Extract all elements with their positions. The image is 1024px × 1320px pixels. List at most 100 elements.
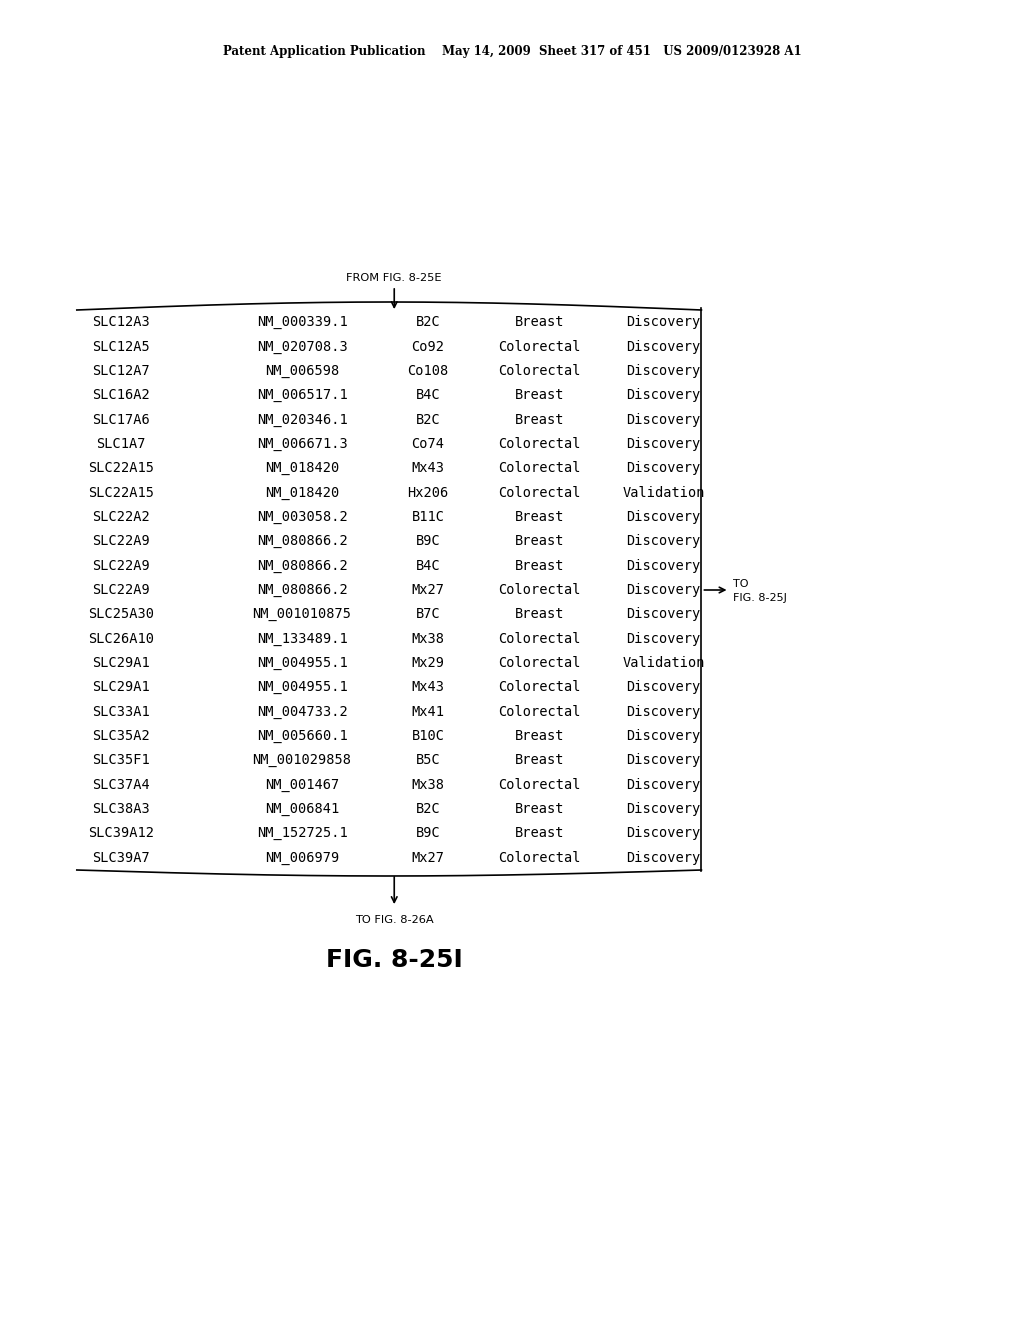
Text: Discovery: Discovery [627,632,700,645]
Text: Colorectal: Colorectal [499,632,581,645]
Text: Discovery: Discovery [627,826,700,841]
Text: SLC16A2: SLC16A2 [92,388,150,403]
Text: NM_080866.2: NM_080866.2 [257,535,347,548]
Text: Discovery: Discovery [627,754,700,767]
Text: Mx41: Mx41 [412,705,444,718]
Text: Discovery: Discovery [627,777,700,792]
Text: B11C: B11C [412,510,444,524]
Text: Discovery: Discovery [627,339,700,354]
Text: Validation: Validation [623,656,705,671]
Text: Colorectal: Colorectal [499,583,581,597]
Text: Breast: Breast [515,607,564,622]
Text: NM_001010875: NM_001010875 [253,607,351,622]
Text: Mx38: Mx38 [412,777,444,792]
Text: Discovery: Discovery [627,583,700,597]
Text: Discovery: Discovery [627,535,700,548]
Text: NM_133489.1: NM_133489.1 [257,632,347,645]
Text: Colorectal: Colorectal [499,851,581,865]
Text: Breast: Breast [515,803,564,816]
Text: Colorectal: Colorectal [499,339,581,354]
Text: B10C: B10C [412,729,444,743]
Text: Mx27: Mx27 [412,851,444,865]
Text: NM_004733.2: NM_004733.2 [257,705,347,718]
Text: B2C: B2C [416,315,440,329]
Text: FROM FIG. 8-25E: FROM FIG. 8-25E [346,273,442,282]
Text: Co92: Co92 [412,339,444,354]
Text: Mx38: Mx38 [412,632,444,645]
Text: SLC22A15: SLC22A15 [88,486,154,499]
Text: Colorectal: Colorectal [499,705,581,718]
Text: Colorectal: Colorectal [499,437,581,451]
Text: Discovery: Discovery [627,510,700,524]
Text: Discovery: Discovery [627,364,700,378]
Text: NM_000339.1: NM_000339.1 [257,315,347,329]
Text: NM_006598: NM_006598 [265,364,339,378]
Text: Discovery: Discovery [627,388,700,403]
Text: Colorectal: Colorectal [499,364,581,378]
Text: SLC1A7: SLC1A7 [96,437,145,451]
Text: NM_080866.2: NM_080866.2 [257,583,347,597]
Text: Discovery: Discovery [627,803,700,816]
Text: Mx43: Mx43 [412,680,444,694]
Text: NM_004955.1: NM_004955.1 [257,656,347,671]
Text: NM_152725.1: NM_152725.1 [257,826,347,841]
Text: SLC22A9: SLC22A9 [92,558,150,573]
Text: NM_018420: NM_018420 [265,461,339,475]
Text: Colorectal: Colorectal [499,486,581,499]
Text: SLC26A10: SLC26A10 [88,632,154,645]
Text: NM_003058.2: NM_003058.2 [257,510,347,524]
Text: Breast: Breast [515,315,564,329]
Text: SLC22A9: SLC22A9 [92,583,150,597]
Text: NM_006671.3: NM_006671.3 [257,437,347,451]
Text: NM_006979: NM_006979 [265,851,339,865]
Text: Breast: Breast [515,510,564,524]
Text: NM_020708.3: NM_020708.3 [257,339,347,354]
Text: Discovery: Discovery [627,607,700,622]
Text: SLC17A6: SLC17A6 [92,413,150,426]
Text: NM_005660.1: NM_005660.1 [257,729,347,743]
Text: NM_080866.2: NM_080866.2 [257,558,347,573]
Text: Breast: Breast [515,754,564,767]
Text: SLC12A7: SLC12A7 [92,364,150,378]
Text: Co74: Co74 [412,437,444,451]
Text: SLC25A30: SLC25A30 [88,607,154,622]
Text: Colorectal: Colorectal [499,680,581,694]
Text: Discovery: Discovery [627,315,700,329]
Text: SLC33A1: SLC33A1 [92,705,150,718]
Text: SLC22A15: SLC22A15 [88,461,154,475]
Text: SLC22A2: SLC22A2 [92,510,150,524]
Text: Breast: Breast [515,558,564,573]
Text: B4C: B4C [416,558,440,573]
Text: B9C: B9C [416,535,440,548]
Text: Co108: Co108 [408,364,449,378]
Text: Discovery: Discovery [627,705,700,718]
Text: Discovery: Discovery [627,413,700,426]
Text: Validation: Validation [623,486,705,499]
Text: Colorectal: Colorectal [499,777,581,792]
Text: SLC29A1: SLC29A1 [92,680,150,694]
Text: Discovery: Discovery [627,851,700,865]
Text: SLC39A7: SLC39A7 [92,851,150,865]
Text: Breast: Breast [515,388,564,403]
Text: Breast: Breast [515,413,564,426]
Text: NM_004955.1: NM_004955.1 [257,680,347,694]
Text: Hx206: Hx206 [408,486,449,499]
Text: Patent Application Publication    May 14, 2009  Sheet 317 of 451   US 2009/01239: Patent Application Publication May 14, 2… [222,45,802,58]
Text: SLC12A3: SLC12A3 [92,315,150,329]
Text: NM_001029858: NM_001029858 [253,754,351,767]
Text: Discovery: Discovery [627,680,700,694]
Text: NM_006517.1: NM_006517.1 [257,388,347,403]
Text: B2C: B2C [416,803,440,816]
Text: Discovery: Discovery [627,437,700,451]
Text: SLC29A1: SLC29A1 [92,656,150,671]
Text: Mx29: Mx29 [412,656,444,671]
Text: TO: TO [733,579,749,589]
Text: Colorectal: Colorectal [499,461,581,475]
Text: B7C: B7C [416,607,440,622]
Text: SLC35A2: SLC35A2 [92,729,150,743]
Text: NM_001467: NM_001467 [265,777,339,792]
Text: Discovery: Discovery [627,461,700,475]
Text: Breast: Breast [515,535,564,548]
Text: SLC39A12: SLC39A12 [88,826,154,841]
Text: NM_018420: NM_018420 [265,486,339,499]
